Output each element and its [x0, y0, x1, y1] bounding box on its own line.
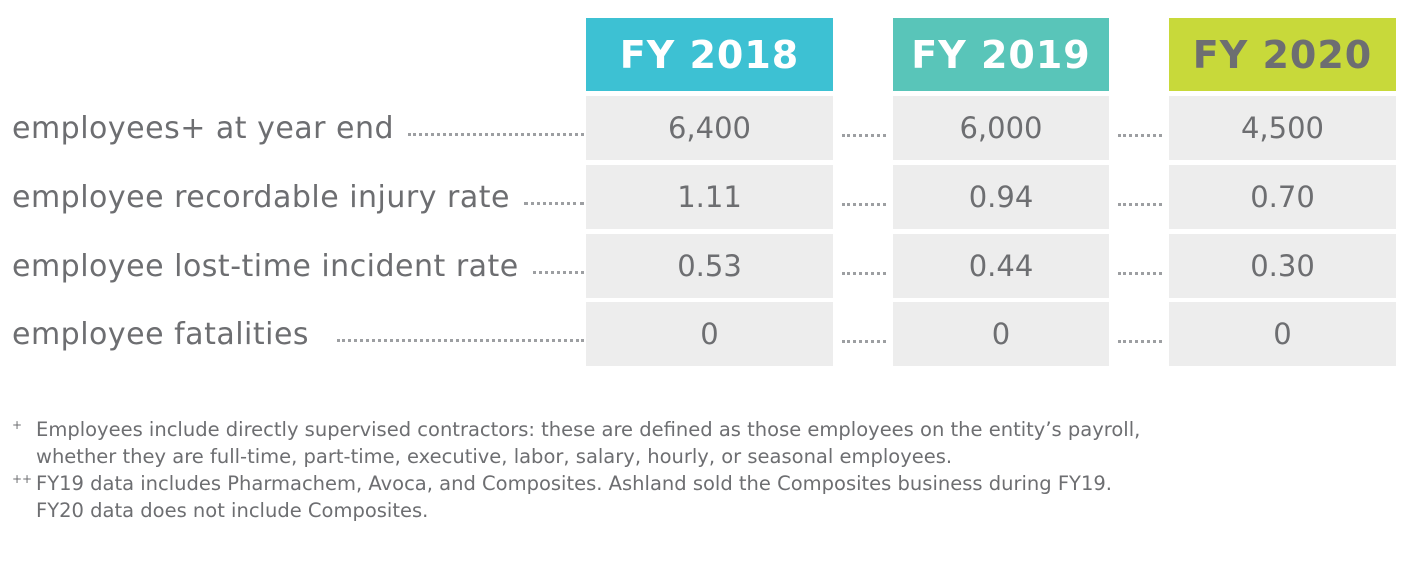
footnote-mark: ++ [12, 472, 33, 486]
row-label-text: employee recordable injury rate [12, 179, 510, 215]
table-cell: 0 [1169, 302, 1396, 366]
row-label-text: employees+ at year end [12, 110, 395, 146]
row-label-text: employee fatalities [12, 316, 310, 352]
row-label-text: employee lost-time incident rate [12, 248, 519, 284]
column-header-fy2019: FY 2019 [893, 18, 1109, 91]
table-cell: 0 [893, 302, 1109, 366]
footnote: + Employees include directly supervised … [12, 416, 1407, 470]
footnote-text: Employees include directly supervised co… [36, 418, 1141, 468]
leader-dots [1118, 134, 1162, 137]
footnotes: + Employees include directly supervised … [12, 416, 1407, 524]
row-label-employees: employees+ at year end [12, 96, 584, 160]
leader-dots [842, 272, 886, 275]
leader-dots [408, 132, 584, 136]
table-cell: 0 [586, 302, 833, 366]
table-cell: 6,400 [586, 96, 833, 160]
column-header-label: FY 2018 [619, 32, 800, 77]
leader-dots [842, 340, 886, 343]
table-cell: 0.53 [586, 234, 833, 298]
leader-dots [337, 338, 584, 342]
leader-dots [1118, 272, 1162, 275]
column-header-fy2020: FY 2020 [1169, 18, 1396, 91]
column-header-label: FY 2019 [911, 32, 1091, 77]
leader-dots [523, 201, 584, 205]
footnote: ++ FY19 data includes Pharmachem, Avoca,… [12, 470, 1407, 524]
leader-dots [1118, 340, 1162, 343]
footnote-mark: + [12, 418, 23, 432]
row-label-lost-time-incident-rate: employee lost-time incident rate [12, 234, 584, 298]
leader-dots [842, 134, 886, 137]
column-header-label: FY 2020 [1192, 32, 1373, 77]
leader-dots [532, 270, 584, 274]
leader-dots [1118, 203, 1162, 206]
table-cell: 6,000 [893, 96, 1109, 160]
row-label-fatalities: employee fatalities [12, 302, 584, 366]
column-header-fy2018: FY 2018 [586, 18, 833, 91]
leader-dots [842, 203, 886, 206]
footnote-text: FY19 data includes Pharmachem, Avoca, an… [36, 472, 1112, 522]
table-cell: 0.30 [1169, 234, 1396, 298]
table-cell: 0.44 [893, 234, 1109, 298]
table-cell: 4,500 [1169, 96, 1396, 160]
row-label-recordable-injury-rate: employee recordable injury rate [12, 165, 584, 229]
table-cell: 0.70 [1169, 165, 1396, 229]
table-cell: 0.94 [893, 165, 1109, 229]
table-cell: 1.11 [586, 165, 833, 229]
